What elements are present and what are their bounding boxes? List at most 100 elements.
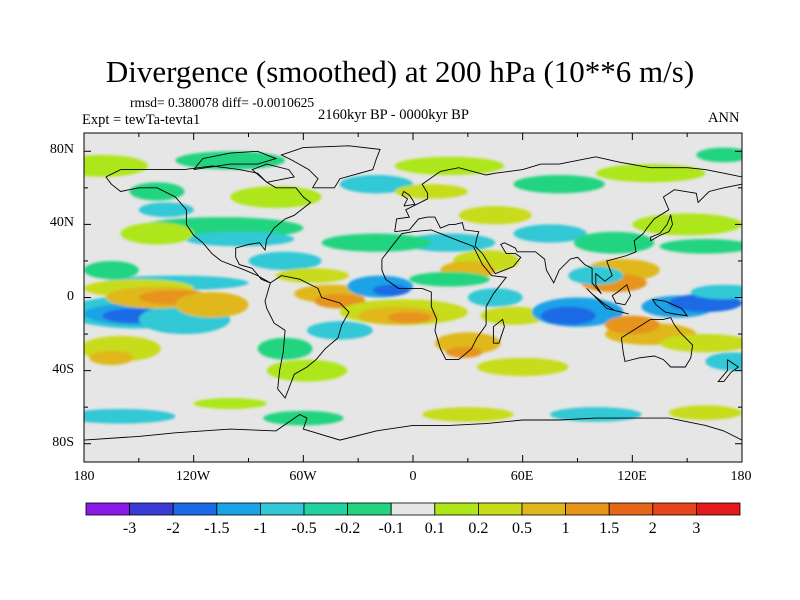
period-label: 2160kyr BP - 0000kyr BP — [318, 107, 469, 123]
anomaly-natl-neg — [321, 233, 432, 252]
colorbar-swatch — [696, 502, 741, 516]
stats-label: rmsd= 0.380078 diff= -0.0010625 — [130, 95, 315, 110]
coastline-africa — [381, 229, 508, 361]
anomaly-alaska-neg — [129, 182, 185, 201]
lon-label-180e: 180 — [730, 469, 752, 484]
anomaly-npac-w-neg — [659, 239, 742, 254]
lat-label-80s: 80S — [52, 435, 74, 450]
colorbar-swatch — [85, 502, 130, 516]
colorbar-swatch — [565, 502, 610, 516]
lon-label-60e: 60E — [510, 469, 534, 484]
colorbar-label: 3 — [692, 520, 700, 537]
anomaly-eafr-neg — [467, 288, 523, 307]
anomaly-siberia-pos — [595, 164, 706, 183]
lon-label-120e: 120E — [617, 469, 647, 484]
colorbar-swatch — [608, 502, 654, 516]
lat-label-80n: 80N — [49, 142, 74, 157]
coastline-south-america — [264, 275, 350, 399]
anomaly-arctic-neg-2 — [696, 147, 742, 163]
coastline-greenland — [280, 145, 381, 189]
colorbar-label: 1 — [562, 520, 570, 537]
anomaly-gulf-alaska-neg — [138, 202, 194, 218]
lat-label-40n: 40N — [49, 215, 74, 230]
colorbar-label: -3 — [123, 520, 136, 537]
colorbar-label: 2 — [649, 520, 657, 537]
colorbar-swatch — [521, 502, 566, 516]
colorbar-label: 1.5 — [599, 520, 619, 537]
coastline-arctic-isles — [193, 150, 278, 171]
divergence-field — [84, 147, 742, 426]
lon-label-120w: 120W — [175, 469, 211, 484]
colorbar-label: -1.5 — [204, 520, 229, 537]
coastline-japan — [650, 213, 673, 242]
colorbar-swatch — [303, 502, 348, 516]
coastline-indonesia — [586, 288, 629, 315]
anomaly-sahara-neg — [403, 233, 496, 252]
anomaly-siberia-neg — [513, 175, 605, 194]
anomaly-namer-neg-core — [184, 231, 295, 247]
anomaly-so-neg-1 — [84, 408, 176, 424]
anomaly-safr-pos-core — [445, 346, 483, 358]
season-label: ANN — [708, 110, 740, 126]
coastline-uk — [401, 190, 416, 207]
anomaly-carib-neg — [248, 251, 322, 271]
colorbar-label: -0.2 — [335, 520, 360, 537]
colorbar: -3 -2 -1.5 -1 -0.5 -0.2 -0.1 0.1 0.2 0.5 1 1.5 2 3 — [85, 502, 741, 537]
lon-label-0: 0 — [409, 469, 417, 484]
anomaly-so-neg-2 — [263, 410, 344, 426]
anomaly-tibet-neg — [513, 224, 587, 243]
lat-label-40s: 40S — [52, 362, 74, 377]
colorbar-label: 0.1 — [425, 520, 445, 537]
anomaly-npac-neg — [84, 260, 139, 280]
lon-label-180w: 180 — [73, 469, 95, 484]
colorbar-swatch — [129, 502, 174, 516]
anomaly-npac-w-pos — [632, 213, 742, 236]
anomaly-wpac-neg-e — [690, 284, 742, 300]
anomaly-epac-pos — [175, 292, 249, 318]
experiment-label: Expt = tewTa-tevta1 — [82, 112, 201, 128]
anomaly-npac-pos — [120, 222, 194, 245]
colorbar-label: -2 — [167, 520, 180, 537]
anomaly-cafr-neg — [409, 271, 490, 287]
colorbar-swatch — [434, 502, 479, 516]
colorbar-swatch — [390, 502, 436, 516]
anomaly-chile-neg — [257, 337, 313, 360]
coastline-madagascar — [492, 318, 505, 344]
anomaly-afr-west-neg-core — [372, 284, 410, 296]
colorbar-swatch — [652, 502, 697, 516]
anomaly-iceland-neg — [339, 175, 414, 194]
colorbar-swatch — [216, 502, 261, 516]
anomaly-china-neg — [573, 231, 655, 254]
lon-label-60w: 60W — [289, 469, 317, 484]
colorbar-label: -1 — [254, 520, 267, 537]
coastline-new-zealand — [717, 359, 740, 383]
anomaly-europe-pos — [394, 184, 468, 199]
coastline-antarctica — [84, 413, 742, 441]
anomaly-arctic-pos-2 — [394, 156, 505, 176]
colorbar-swatch — [347, 502, 392, 516]
anomaly-tasman-pos — [659, 334, 742, 353]
anomaly-satl-pos-max — [387, 312, 432, 324]
coastline-baffin — [251, 163, 295, 183]
anomaly-atl-pos — [275, 268, 350, 283]
colorbar-swatch — [259, 502, 305, 516]
colorbar-swatch — [172, 502, 218, 516]
anomaly-so-pos-1 — [422, 407, 514, 422]
anomaly-so-pos-2 — [668, 405, 742, 420]
anomaly-argen-pos — [266, 359, 348, 382]
anomaly-caspian-pos — [458, 206, 532, 225]
colorbar-label: -0.1 — [379, 520, 404, 537]
colorbar-label: 0.2 — [468, 520, 488, 537]
plot-title: Divergence (smoothed) at 200 hPa (10**6 … — [105, 54, 695, 89]
anomaly-aus-pos-core — [604, 315, 660, 335]
anomaly-arctic-pos-1 — [84, 154, 148, 177]
anomaly-arctic-neg-1 — [175, 151, 286, 170]
anomaly-spac-pos-core — [89, 350, 134, 366]
colorbar-label: -0.5 — [291, 520, 316, 537]
anomaly-nz-neg — [705, 352, 742, 371]
colorbar-swatch — [477, 502, 523, 516]
anomaly-ind-w-pos — [480, 306, 547, 325]
coastline-new-guinea — [652, 298, 689, 317]
colorbar-label: 0.5 — [512, 520, 532, 537]
